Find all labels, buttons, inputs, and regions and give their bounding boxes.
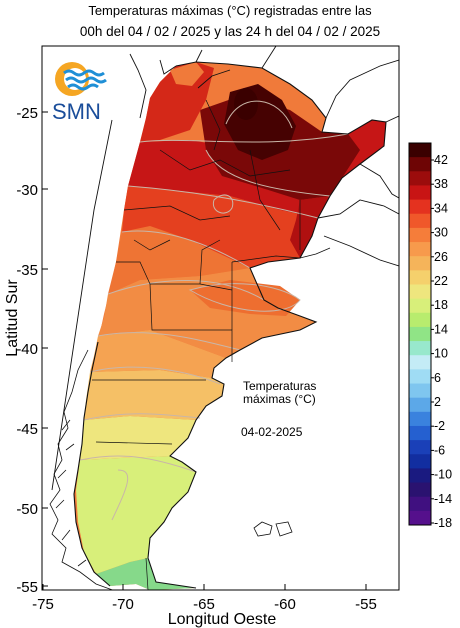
y-tick-label: -25 bbox=[16, 105, 38, 122]
legend-label: 34 bbox=[434, 201, 448, 215]
legend-label: 30 bbox=[434, 226, 448, 240]
legend-swatch bbox=[409, 284, 431, 300]
legend-swatch bbox=[409, 355, 431, 370]
legend-swatch bbox=[409, 383, 431, 399]
y-tick-label: -50 bbox=[16, 501, 38, 518]
legend-label: 10 bbox=[434, 347, 448, 361]
legend-swatch bbox=[409, 227, 431, 243]
y-tick-labels: -25 -30 -35 -40 -45 -50 -55 bbox=[16, 105, 38, 596]
country-borders bbox=[51, 46, 399, 491]
color-bands bbox=[76, 62, 386, 590]
y-tick-label: -40 bbox=[16, 341, 38, 358]
province-borders bbox=[92, 99, 301, 590]
legend-label: -2 bbox=[434, 419, 445, 433]
annotation-date: 04-02-2025 bbox=[241, 425, 303, 439]
legend-border bbox=[408, 142, 432, 526]
x-tick-label: -75 bbox=[32, 596, 54, 613]
legend-swatch bbox=[409, 482, 431, 498]
map-frame-border bbox=[41, 45, 400, 591]
legend-swatch bbox=[409, 397, 431, 413]
legend-swatch bbox=[409, 143, 431, 158]
legend-swatch bbox=[409, 185, 431, 201]
x-tick-label: -55 bbox=[355, 596, 377, 613]
legend-colorbar bbox=[409, 143, 431, 526]
legend-label: 18 bbox=[434, 298, 448, 312]
legend-label: -14 bbox=[434, 492, 452, 506]
legend-swatch bbox=[409, 326, 431, 342]
x-tick-labels: -75 -70 -65 -60 -55 bbox=[32, 596, 377, 613]
map-title-line1: Temperaturas máximas (°C) registradas en… bbox=[88, 3, 372, 18]
y-tick-label: -30 bbox=[16, 182, 38, 199]
legend-swatch bbox=[409, 468, 431, 484]
y-tick-label: -35 bbox=[16, 262, 38, 279]
smn-sun-waves-icon bbox=[55, 62, 107, 96]
legend-swatch bbox=[409, 454, 431, 469]
legend-swatch bbox=[409, 256, 431, 271]
malvinas-islands bbox=[253, 521, 293, 537]
legend-swatch bbox=[409, 213, 431, 229]
x-axis-title: Longitud Oeste bbox=[168, 611, 277, 628]
chile-coast bbox=[49, 349, 114, 590]
legend-label: 26 bbox=[434, 250, 448, 264]
legend-swatch bbox=[409, 510, 431, 526]
legend-label: 6 bbox=[434, 371, 441, 385]
x-tick-label: -60 bbox=[274, 596, 296, 613]
legend-label: 42 bbox=[434, 153, 448, 167]
y-tick-label: -55 bbox=[16, 579, 38, 596]
legend-label: -6 bbox=[434, 443, 445, 457]
annotation-line1: Temperaturas bbox=[243, 379, 316, 393]
smn-logo: SMN bbox=[52, 62, 107, 124]
legend-swatch bbox=[409, 171, 431, 186]
legend-labels: 42 38 34 30 26 22 18 14 10 6 2 -2 -6 -10 -14 -18 bbox=[431, 153, 452, 530]
legend-swatch bbox=[409, 440, 431, 455]
legend-swatch bbox=[409, 369, 431, 385]
legend-swatch bbox=[409, 298, 431, 314]
legend-swatch bbox=[409, 242, 431, 257]
isotherm-lines bbox=[79, 100, 349, 521]
argentina-outline bbox=[147, 61, 387, 589]
legend-swatch bbox=[409, 425, 431, 441]
legend-label: 2 bbox=[434, 395, 441, 409]
y-tick-label: -45 bbox=[16, 421, 38, 438]
map-title-line2: 00h del 04 / 02 / 2025 y las 24 h del 04… bbox=[79, 24, 381, 39]
legend-swatch bbox=[409, 312, 431, 328]
legend-swatch bbox=[409, 411, 431, 427]
annotation-line2: máximas (°C) bbox=[243, 392, 316, 406]
x-tick-label: -65 bbox=[193, 596, 215, 613]
legend-swatch bbox=[409, 341, 431, 356]
legend-label: -10 bbox=[434, 468, 452, 482]
legend-label: 38 bbox=[434, 177, 448, 191]
legend-swatch bbox=[409, 496, 431, 512]
legend-label: -18 bbox=[434, 516, 452, 530]
legend-swatch bbox=[409, 199, 431, 215]
logo-text: SMN bbox=[52, 99, 101, 124]
legend-swatch bbox=[409, 270, 431, 285]
legend-swatch bbox=[409, 157, 431, 172]
x-tick-label: -70 bbox=[112, 596, 134, 613]
legend-label: 22 bbox=[434, 274, 448, 288]
legend-label: 14 bbox=[434, 322, 448, 336]
y-axis-title: Latitud Sur bbox=[4, 279, 21, 357]
axis-ticks bbox=[42, 111, 367, 590]
